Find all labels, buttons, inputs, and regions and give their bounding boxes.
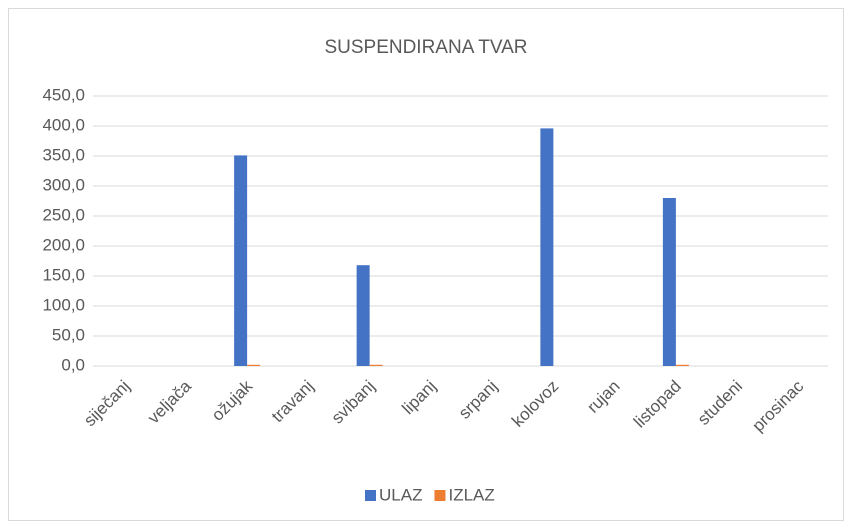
chart-border bbox=[8, 8, 844, 521]
legend-swatch bbox=[365, 490, 376, 501]
y-tick-label: 250,0 bbox=[42, 205, 85, 224]
bar bbox=[247, 364, 261, 366]
y-tick-label: 50,0 bbox=[52, 325, 85, 344]
chart-title: SUSPENDIRANA TVAR bbox=[324, 37, 527, 58]
bar bbox=[662, 198, 676, 366]
y-tick-label: 100,0 bbox=[42, 295, 85, 314]
legend-swatch bbox=[434, 490, 446, 501]
y-tick-label: 200,0 bbox=[42, 235, 85, 254]
bar bbox=[369, 364, 383, 366]
bar bbox=[675, 364, 689, 366]
y-tick-label: 0,0 bbox=[61, 355, 85, 374]
bar bbox=[356, 265, 370, 366]
y-tick-label: 400,0 bbox=[42, 115, 85, 134]
y-tick-label: 350,0 bbox=[42, 145, 85, 164]
y-tick-label: 450,0 bbox=[42, 85, 85, 104]
bar bbox=[540, 128, 554, 366]
legend-label: IZLAZ bbox=[448, 485, 494, 504]
bar bbox=[234, 155, 248, 366]
y-tick-label: 300,0 bbox=[42, 175, 85, 194]
y-tick-label: 150,0 bbox=[42, 265, 85, 284]
legend-label: ULAZ bbox=[379, 485, 422, 504]
